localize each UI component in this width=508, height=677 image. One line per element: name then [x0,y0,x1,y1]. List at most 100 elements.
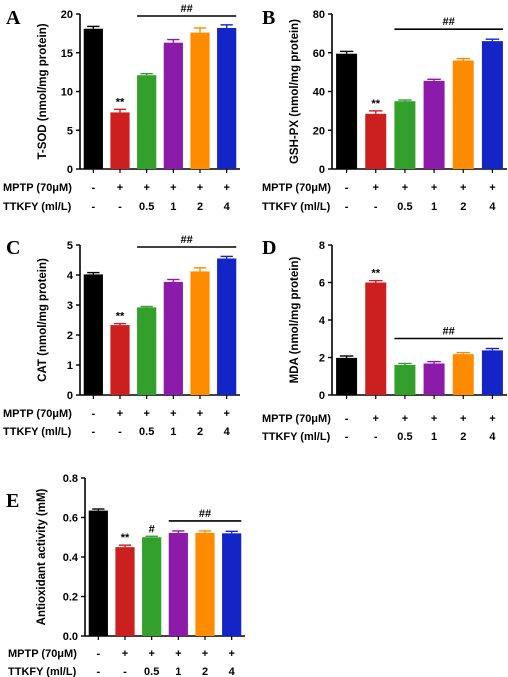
condition-row-label: MPTP (70μM) [8,648,77,660]
condition-cell: + [431,413,437,425]
chart-panel-A: A 0 5 10 15 20 T-SOD (nmol/mg protein) ** ## MPTP… [3,3,240,213]
significance-marker: ** [116,96,125,108]
significance-marker: ** [116,311,125,323]
bar [217,258,237,395]
panel-letter: E [6,490,19,512]
condition-cell: + [373,182,379,194]
bar [394,101,416,169]
y-tick-label: 4 [319,315,326,327]
condition-cell: + [402,182,408,194]
condition-cell: 0.5 [397,201,412,213]
condition-row-label: MPTP (70μM) [3,182,72,194]
bar [423,80,445,169]
bar [88,510,108,636]
condition-cell: + [143,182,149,194]
condition-cell: 4 [224,426,231,438]
condition-cell: + [170,408,176,420]
bar [481,350,503,395]
condition-cell: + [122,648,128,660]
bar [137,75,157,169]
bracket-label: ## [181,234,193,246]
condition-cell: - [91,408,95,420]
condition-cell: + [460,413,466,425]
y-tick-label: 2 [67,330,73,342]
condition-cell: 0.5 [397,431,412,443]
bar [163,281,183,395]
condition-cell: 0.5 [144,666,159,677]
y-axis-title: Antioxidant activity (mM) [36,488,48,625]
condition-cell: + [117,182,123,194]
bar [195,532,215,636]
condition-cell: - [345,431,349,443]
condition-cell: - [345,201,349,213]
bar [217,27,237,170]
y-axis-title: GSH-PX (nmol/mg protein) [289,19,301,164]
bracket-label: ## [181,3,193,15]
bar [365,113,387,169]
condition-cell: 1 [431,431,437,443]
condition-cell: - [118,201,122,213]
condition-cell: + [373,413,379,425]
condition-cell: - [91,201,95,213]
y-tick-label: 5 [67,125,73,137]
condition-row-label: TTKFY (ml/L) [3,201,72,213]
y-tick-label: 0.6 [63,513,78,525]
condition-cell: - [345,413,349,425]
y-tick-label: 0.2 [63,592,78,604]
significance-marker: ** [371,98,380,110]
condition-cell: 1 [175,666,181,677]
bar [115,547,135,636]
y-tick-label: 20 [61,9,73,21]
condition-cell: + [197,408,203,420]
significance-marker: ** [371,268,380,280]
condition-row-label: MPTP (70μM) [262,413,331,425]
condition-cell: 2 [460,431,466,443]
bar [110,112,130,169]
significance-marker: # [149,523,155,535]
condition-cell: + [223,182,229,194]
chart-panel-B: B 0 20 40 60 80 GSH-PX (nmol/mg protein) ** ## MP… [262,7,507,213]
condition-cell: - [96,648,100,660]
y-tick-label: 4 [67,270,74,282]
y-tick-label: 60 [313,48,325,60]
y-tick-label: 80 [313,9,325,21]
condition-row-label: TTKFY (ml/L) [8,666,77,677]
condition-cell: - [96,666,100,677]
condition-cell: 1 [170,201,176,213]
condition-row-label: TTKFY (ml/L) [262,201,331,213]
condition-cell: - [91,182,95,194]
y-tick-label: 10 [61,87,73,99]
condition-cell: - [374,431,378,443]
condition-cell: 1 [431,201,437,213]
bar [168,532,188,636]
bar [481,41,503,169]
condition-cell: 2 [460,201,466,213]
condition-cell: + [460,182,466,194]
y-tick-label: 0.4 [63,552,79,564]
bar [190,32,210,169]
panel-letter: B [262,7,275,29]
bar [83,28,103,169]
condition-cell: 2 [202,666,208,677]
chart-panel-D: D 0 2 4 6 8 MDA (nmol/mg protein) ** ## MPTP (70μ… [262,237,507,443]
condition-cell: 4 [489,201,496,213]
bar [452,60,474,169]
bar [163,42,183,169]
bar [142,537,162,636]
panel-letter: A [6,7,21,29]
y-tick-label: 0.0 [63,631,78,643]
condition-row-label: TTKFY (ml/L) [3,426,72,438]
bar [110,325,130,395]
bar [83,274,103,395]
bracket-label: ## [199,508,211,520]
condition-cell: + [489,182,495,194]
y-axis-title: CAT (nmol/mg protein) [37,258,49,382]
bar [394,365,416,395]
y-tick-label: 5 [67,240,73,252]
condition-cell: - [118,426,122,438]
condition-cell: - [123,666,127,677]
bar [336,53,358,169]
condition-row-label: TTKFY (ml/L) [262,431,331,443]
condition-cell: + [143,408,149,420]
